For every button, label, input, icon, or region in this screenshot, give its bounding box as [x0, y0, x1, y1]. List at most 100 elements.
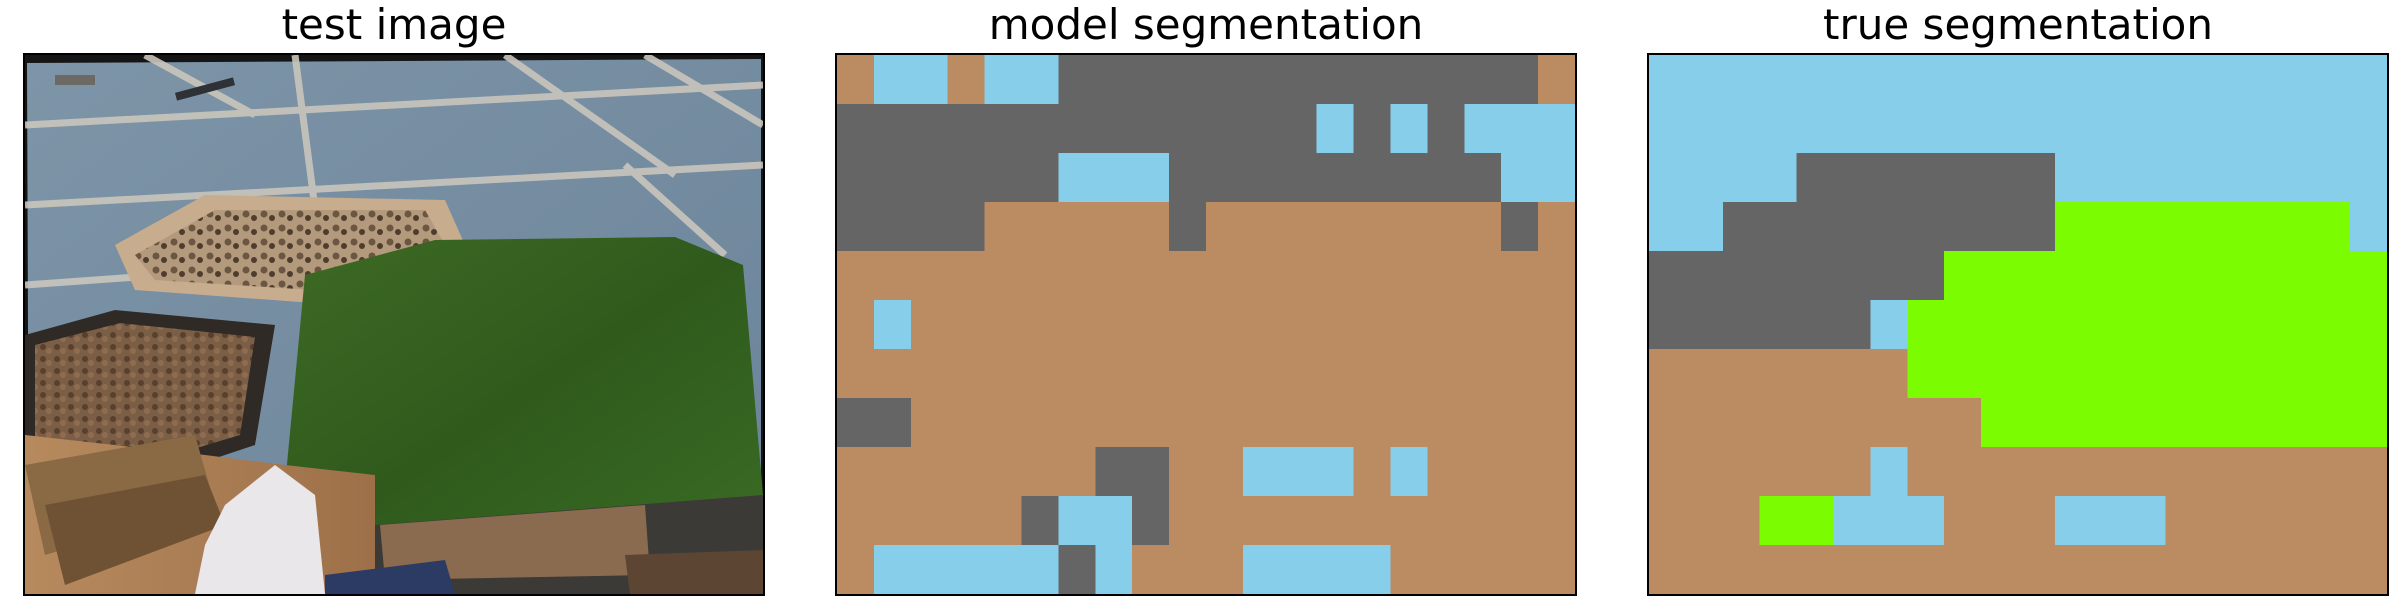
seg-cell-sky	[910, 545, 949, 594]
model-segmentation-map	[837, 55, 1575, 594]
seg-cell-rock	[1759, 202, 1798, 252]
seg-cell-soil	[2313, 496, 2351, 546]
seg-cell-soil	[1316, 349, 1355, 399]
seg-cell-soil	[984, 447, 1023, 497]
seg-cell-sky	[1021, 545, 1059, 594]
seg-cell-sky	[1833, 104, 1871, 154]
seg-cell-soil	[1353, 447, 1392, 497]
seg-cell-grass	[2276, 300, 2314, 350]
seg-cell-soil	[984, 300, 1023, 350]
seg-cell-soil	[873, 496, 912, 546]
seg-cell-rock	[1242, 104, 1281, 154]
seg-cell-soil	[1206, 202, 1244, 252]
seg-cell-soil	[1390, 202, 1428, 252]
seg-cell-soil	[1242, 398, 1281, 448]
seg-cell-soil	[837, 300, 875, 350]
seg-cell-sky	[1907, 496, 1945, 546]
seg-cell-rock	[1833, 251, 1871, 301]
seg-cell-grass	[2350, 398, 2387, 448]
seg-cell-sky	[1538, 104, 1575, 154]
seg-cell-sky	[1944, 55, 1982, 105]
seg-cell-soil	[2276, 496, 2314, 546]
seg-cell-soil	[2165, 545, 2204, 594]
seg-cell-sky	[2239, 104, 2277, 154]
seg-cell-soil	[1464, 349, 1502, 399]
seg-cell-grass	[1796, 496, 1835, 546]
seg-cell-rock	[1132, 104, 1170, 154]
seg-cell-soil	[1095, 300, 1133, 350]
seg-cell-soil	[1169, 349, 1207, 399]
seg-cell-sky	[2202, 104, 2240, 154]
seg-cell-soil	[1132, 251, 1170, 301]
seg-cell-soil	[2091, 545, 2130, 594]
seg-cell-soil	[2018, 447, 2056, 497]
seg-cell-soil	[1722, 447, 1761, 497]
seg-cell-soil	[910, 447, 949, 497]
seg-cell-soil	[1649, 447, 1687, 497]
seg-cell-soil	[1722, 349, 1761, 399]
seg-cell-soil	[1427, 545, 1465, 594]
seg-cell-soil	[1538, 496, 1575, 546]
seg-cell-rock	[1870, 251, 1908, 301]
seg-cell-soil	[1058, 202, 1096, 252]
seg-cell-grass	[2054, 300, 2093, 350]
seg-cell-sky	[2313, 55, 2351, 105]
seg-cell-soil	[984, 251, 1023, 301]
seg-cell-soil	[1021, 398, 1059, 448]
seg-cell-grass	[1907, 300, 1945, 350]
seg-cell-soil	[873, 447, 912, 497]
seg-cell-soil	[2313, 545, 2351, 594]
seg-cell-soil	[1501, 300, 1539, 350]
seg-cell-soil	[837, 447, 875, 497]
seg-cell-sky	[1132, 153, 1170, 203]
seg-cell-soil	[1353, 398, 1392, 448]
seg-cell-sky	[873, 545, 912, 594]
seg-cell-sky	[1981, 104, 2019, 154]
seg-cell-soil	[947, 496, 986, 546]
seg-cell-sky	[2018, 55, 2056, 105]
seg-cell-soil	[1390, 349, 1428, 399]
seg-cell-grass	[2239, 202, 2277, 252]
seg-cell-soil	[1390, 545, 1428, 594]
seg-cell-sky	[1649, 55, 1687, 105]
seg-cell-grass	[2091, 300, 2130, 350]
seg-cell-soil	[1907, 545, 1945, 594]
seg-cell-soil	[984, 202, 1023, 252]
seg-cell-soil	[984, 496, 1023, 546]
seg-cell-sky	[2054, 496, 2093, 546]
seg-cell-soil	[1427, 349, 1465, 399]
seg-cell-soil	[1685, 447, 1724, 497]
seg-cell-sky	[1722, 55, 1761, 105]
seg-cell-sky	[1649, 104, 1687, 154]
seg-cell-sky	[2091, 153, 2130, 203]
seg-cell-sky	[1759, 153, 1798, 203]
seg-cell-grass	[2313, 300, 2351, 350]
seg-cell-soil	[984, 349, 1023, 399]
seg-cell-soil	[947, 251, 986, 301]
seg-cell-grass	[2054, 398, 2093, 448]
seg-cell-soil	[1464, 447, 1502, 497]
seg-cell-sky	[2018, 104, 2056, 154]
seg-cell-soil	[2350, 447, 2387, 497]
seg-cell-soil	[1759, 349, 1798, 399]
seg-cell-grass	[2239, 300, 2277, 350]
seg-cell-rock	[1907, 202, 1945, 252]
seg-cell-sky	[1944, 104, 1982, 154]
seg-cell-soil	[1722, 496, 1761, 546]
seg-cell-soil	[1685, 398, 1724, 448]
seg-cell-rock	[947, 153, 986, 203]
seg-cell-rock	[984, 153, 1023, 203]
seg-cell-soil	[1427, 447, 1465, 497]
seg-cell-sky	[2313, 104, 2351, 154]
seg-cell-soil	[910, 349, 949, 399]
seg-cell-soil	[1833, 349, 1871, 399]
seg-cell-soil	[1501, 496, 1539, 546]
seg-cell-soil	[1796, 545, 1835, 594]
seg-cell-soil	[1132, 398, 1170, 448]
seg-cell-sky	[1759, 55, 1798, 105]
seg-cell-rock	[1944, 153, 1982, 203]
seg-cell-grass	[2091, 398, 2130, 448]
seg-cell-soil	[947, 349, 986, 399]
seg-cell-rock	[947, 202, 986, 252]
seg-cell-soil	[2350, 545, 2387, 594]
